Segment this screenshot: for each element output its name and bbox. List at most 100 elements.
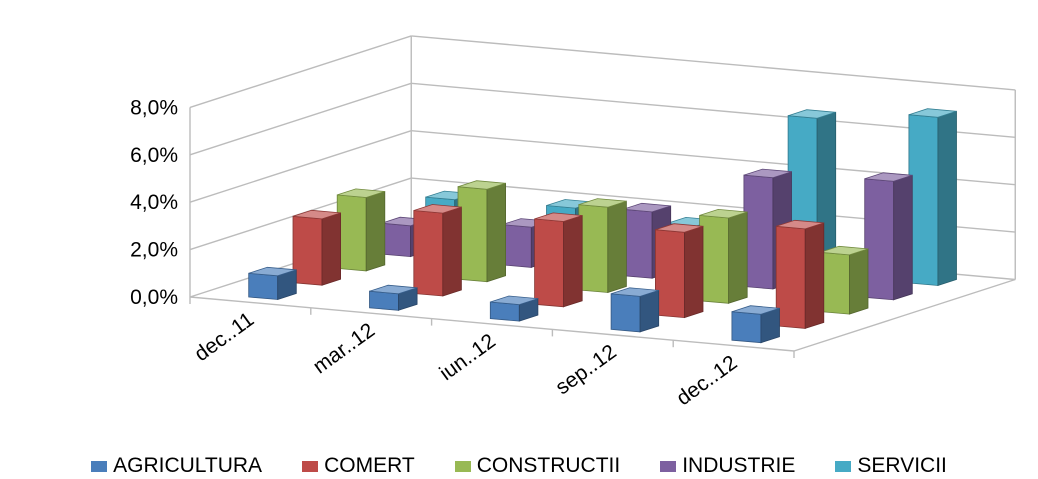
bar-top-face bbox=[908, 108, 957, 118]
bar-top-face bbox=[820, 245, 869, 256]
x-tick-label: dec..12 bbox=[672, 351, 741, 410]
legend-item: CONSTRUCTII bbox=[454, 454, 621, 478]
legend-label: COMERT bbox=[324, 454, 415, 477]
bar-side-face bbox=[442, 206, 462, 297]
bar-side-face bbox=[563, 214, 583, 308]
legend-label: AGRICULTURA bbox=[113, 454, 263, 477]
bar-side-face bbox=[684, 225, 704, 319]
y-tick-label: 4,0% bbox=[130, 191, 178, 214]
bar-front-face bbox=[248, 272, 279, 300]
bar-top-face bbox=[699, 208, 748, 219]
bar-front-face bbox=[864, 178, 895, 301]
bar-top-face bbox=[457, 180, 506, 190]
legend-swatch bbox=[454, 460, 471, 472]
legend-item: SERVICII bbox=[835, 454, 947, 478]
bar bbox=[292, 209, 342, 286]
bar-top-face bbox=[534, 212, 583, 222]
bar-top-face bbox=[292, 209, 341, 220]
bar-top-face bbox=[787, 109, 836, 119]
legend-label: SERVICII bbox=[857, 454, 947, 477]
legend-item: COMERT bbox=[302, 454, 415, 478]
y-tick-label: 6,0% bbox=[130, 144, 178, 167]
y-tick-label: 8,0% bbox=[130, 96, 178, 119]
bar-side-face bbox=[365, 190, 386, 272]
bar bbox=[655, 223, 704, 319]
bar-front-face bbox=[336, 194, 367, 272]
bar-top-face bbox=[578, 198, 627, 208]
bar bbox=[731, 305, 780, 344]
legend-swatch bbox=[835, 460, 852, 472]
bar-front-face bbox=[292, 215, 323, 286]
bar-side-face bbox=[893, 174, 913, 301]
bar-front-face bbox=[622, 208, 653, 279]
bar-side-face bbox=[321, 212, 342, 286]
legend-item: INDUSTRIE bbox=[660, 454, 795, 478]
bar-top-face bbox=[490, 295, 539, 306]
y-tick-label: 2,0% bbox=[130, 239, 178, 262]
bar-top-face bbox=[610, 287, 659, 297]
bar-front-face bbox=[578, 204, 609, 293]
bar-side-face bbox=[486, 182, 507, 283]
bar-front-face bbox=[457, 186, 488, 283]
bar bbox=[336, 188, 386, 272]
bar-side-face bbox=[937, 110, 957, 287]
bar-front-face bbox=[413, 210, 444, 297]
floor-front-edge bbox=[189, 296, 795, 352]
bar-top-face bbox=[622, 202, 671, 213]
bar bbox=[908, 108, 957, 287]
gridline-left bbox=[189, 35, 412, 109]
bar-front-face bbox=[699, 214, 729, 304]
bar bbox=[413, 204, 462, 297]
x-tick-label: sep..12 bbox=[551, 340, 620, 399]
bar-side-face bbox=[728, 211, 748, 304]
bar-top-face bbox=[248, 266, 297, 277]
bar bbox=[699, 208, 748, 304]
gridline-back bbox=[411, 35, 1016, 91]
bar-side-face bbox=[639, 289, 660, 333]
bar-top-face bbox=[864, 172, 913, 182]
gridline-left bbox=[189, 82, 412, 156]
y-axis-ticks: 0,0% 2,0% 4,0% 6,0% 8,0% bbox=[130, 96, 178, 309]
bar-front-face bbox=[610, 293, 641, 333]
x-tick-label: mar..12 bbox=[309, 319, 379, 379]
bar bbox=[578, 198, 627, 294]
floor-right-edge bbox=[793, 278, 1016, 352]
bar-front-face bbox=[381, 222, 411, 258]
bar bbox=[864, 172, 913, 301]
bar-front-face bbox=[489, 301, 520, 322]
bar bbox=[248, 266, 297, 301]
bar bbox=[457, 180, 507, 283]
chart-walls bbox=[189, 35, 1016, 358]
legend-swatch bbox=[660, 460, 677, 472]
bar-front-face bbox=[820, 251, 850, 315]
legend-label: CONSTRUCTII bbox=[476, 454, 621, 477]
bar bbox=[820, 245, 869, 315]
bar-front-face bbox=[655, 229, 685, 319]
bar-front-face bbox=[501, 224, 532, 268]
bar bbox=[489, 295, 539, 322]
bar bbox=[534, 212, 583, 308]
bar-front-face bbox=[369, 290, 399, 311]
legend-item: AGRICULTURA bbox=[91, 454, 262, 478]
bar-side-face bbox=[607, 200, 627, 294]
chart-legend: AGRICULTURA COMERT CONSTRUCTII INDUSTRIE SER… bbox=[0, 453, 1038, 479]
legend-swatch bbox=[302, 460, 319, 472]
bar-top-face bbox=[369, 284, 418, 295]
y-tick-label: 0,0% bbox=[130, 286, 178, 309]
bar-side-face bbox=[804, 222, 825, 329]
gridline-left bbox=[189, 130, 412, 203]
bar-top-face bbox=[731, 305, 780, 315]
x-tick-label: iun..12 bbox=[435, 329, 500, 385]
bar-side-face bbox=[849, 248, 869, 315]
bar-top-face bbox=[655, 223, 704, 233]
bar-front-face bbox=[743, 174, 774, 290]
bar-top-face bbox=[743, 168, 792, 179]
bar-front-face bbox=[775, 225, 806, 329]
x-tick-label: dec..11 bbox=[190, 308, 258, 366]
bar bbox=[610, 287, 660, 333]
chart-bars bbox=[248, 108, 957, 344]
bar-front-face bbox=[534, 218, 564, 308]
bar-top-face bbox=[776, 219, 824, 230]
bar-front-face bbox=[731, 311, 762, 344]
